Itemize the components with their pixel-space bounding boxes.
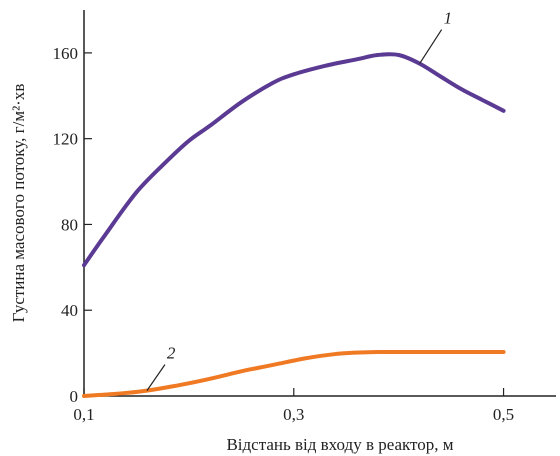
y-tick-label: 0 [70, 387, 79, 406]
x-tick-label: 0,3 [283, 405, 304, 424]
x-tick-label: 0,5 [493, 405, 514, 424]
y-axis-title: Густина масового потоку, г/м²·хв [9, 84, 28, 323]
y-tick-label: 160 [53, 44, 79, 63]
series-line-2 [82, 349, 506, 398]
x-axis-title: Відстань від входу в реактор, м [226, 435, 453, 454]
series-line-1 [82, 52, 506, 268]
series-label-leader-1 [419, 29, 443, 64]
ticks: 0 40 80 120 160 0,1 0,3 0,5 [53, 44, 515, 424]
y-tick-label: 40 [61, 301, 78, 320]
series-label-2: 2 [167, 344, 176, 363]
x-tick-label: 0,1 [73, 405, 94, 424]
axes [83, 10, 556, 397]
series-layer [82, 52, 506, 398]
y-tick-label: 80 [61, 215, 78, 234]
y-tick-label: 120 [53, 130, 79, 149]
series-label-leader-2 [146, 364, 166, 391]
series-label-1: 1 [444, 9, 453, 28]
labels-layer: 12 [146, 9, 453, 391]
